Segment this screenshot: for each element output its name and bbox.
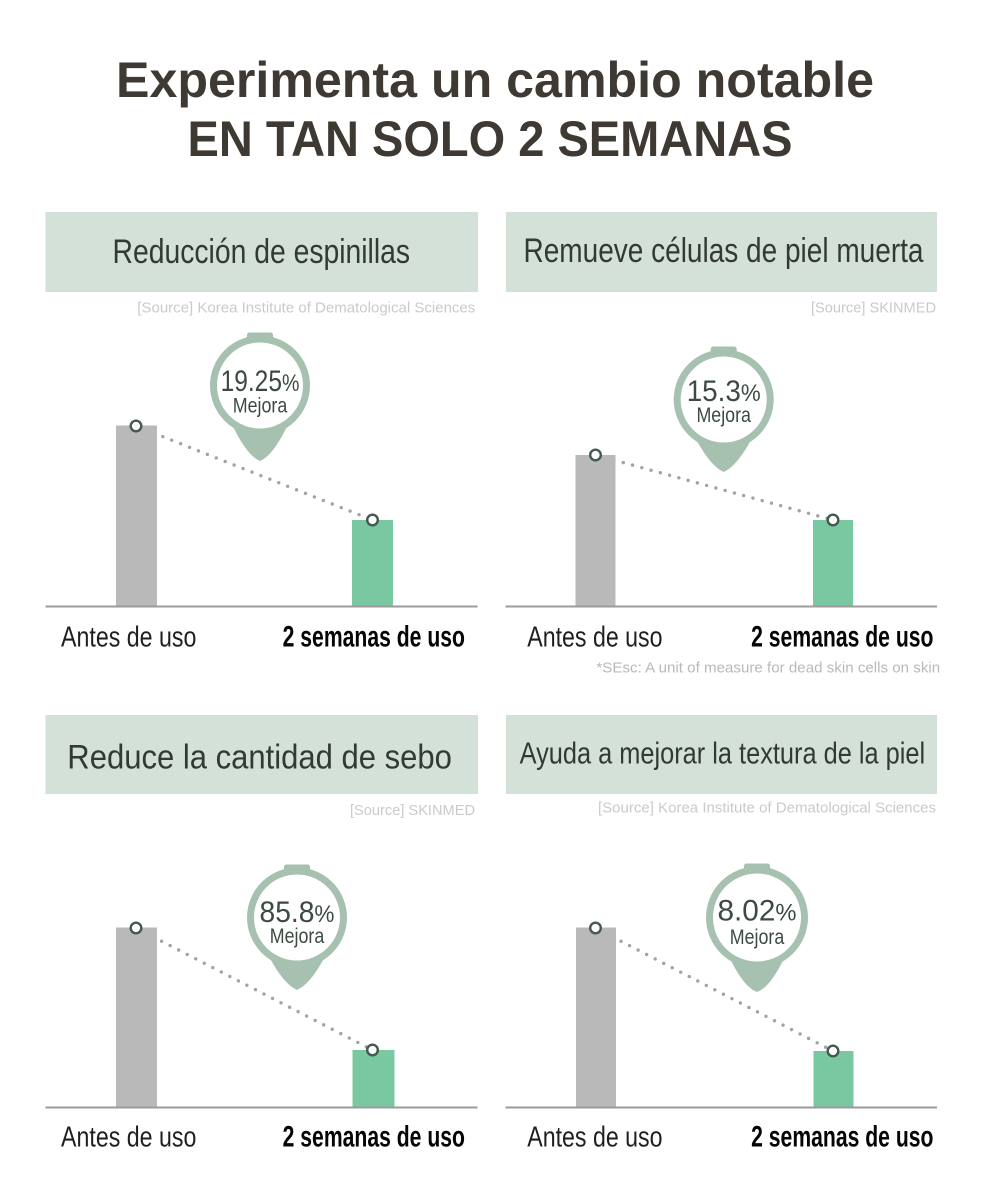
svg-text:*SEsc: A unit of measure for d: *SEsc: A unit of measure for dead skin c… xyxy=(596,660,940,677)
svg-text:[Source] SKINMED: [Source] SKINMED xyxy=(811,299,936,316)
svg-text:Mejora: Mejora xyxy=(730,926,785,949)
svg-text:2 semanas de uso: 2 semanas de uso xyxy=(283,1121,465,1154)
svg-text:2 semanas de uso: 2 semanas de uso xyxy=(751,1121,933,1154)
svg-text:Mejora: Mejora xyxy=(270,925,325,948)
svg-text:2 semanas de uso: 2 semanas de uso xyxy=(751,620,933,653)
svg-text:85.8%: 85.8% xyxy=(260,896,335,929)
svg-text:Antes de uso: Antes de uso xyxy=(527,1122,662,1154)
svg-text:EN TAN SOLO 2 SEMANAS: EN TAN SOLO 2 SEMANAS xyxy=(188,111,793,167)
svg-text:Antes de uso: Antes de uso xyxy=(61,1122,196,1154)
svg-text:Remueve células de piel muerta: Remueve células de piel muerta xyxy=(524,232,924,270)
svg-text:19.25%: 19.25% xyxy=(221,365,300,398)
svg-text:15.3%: 15.3% xyxy=(687,375,761,408)
svg-text:2 semanas de uso: 2 semanas de uso xyxy=(283,620,465,653)
svg-text:Reduce la cantidad de sebo: Reduce la cantidad de sebo xyxy=(67,738,452,776)
svg-text:[Source] Korea Institute of De: [Source] Korea Institute of Dematologica… xyxy=(598,800,936,817)
svg-text:Antes de uso: Antes de uso xyxy=(61,621,196,653)
svg-text:8.02%: 8.02% xyxy=(718,895,797,928)
svg-text:Reducción de espinillas: Reducción de espinillas xyxy=(113,233,411,271)
svg-text:Mejora: Mejora xyxy=(696,404,751,427)
svg-text:[Source] SKINMED: [Source] SKINMED xyxy=(350,802,475,819)
svg-text:[Source] Korea Institute of De: [Source] Korea Institute of Dematologica… xyxy=(137,299,475,316)
svg-text:Experimenta un cambio notable: Experimenta un cambio notable xyxy=(116,52,874,108)
svg-text:Antes de uso: Antes de uso xyxy=(527,621,662,653)
svg-text:Mejora: Mejora xyxy=(233,395,288,418)
svg-text:Ayuda a mejorar la textura de: Ayuda a mejorar la textura de la piel xyxy=(520,736,926,771)
